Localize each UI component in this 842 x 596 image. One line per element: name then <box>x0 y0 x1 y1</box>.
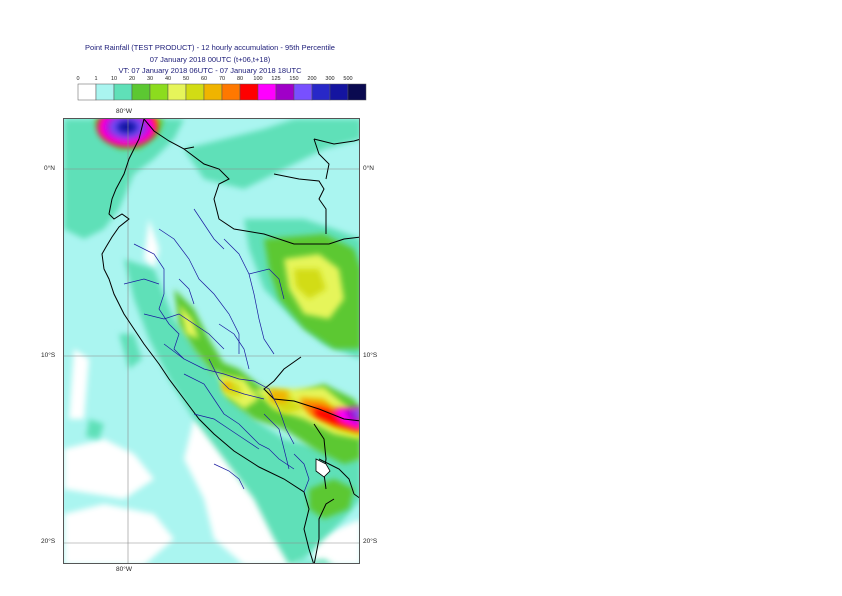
country-borders <box>101 119 359 563</box>
admin-boundaries <box>123 208 310 493</box>
legend-tick-label: 40 <box>165 76 171 82</box>
legend-tick-label: 20 <box>129 76 135 82</box>
legend-tick-label: 80 <box>237 76 243 82</box>
legend-tick-label: 10 <box>111 76 117 82</box>
chart-title: Point Rainfall (TEST PRODUCT) - 12 hourl… <box>85 43 335 52</box>
legend-color-swatch <box>293 83 313 101</box>
legend-tick-label: 100 <box>253 76 262 82</box>
base-time-label: 07 January 2018 00UTC (t+06,t+18) <box>149 55 271 64</box>
legend-tick-label: 1 <box>94 76 97 82</box>
legend-color-scale: 0 1 10 20 30 40 50 60 70 80 100 125 150 200 300 500 <box>76 76 367 101</box>
legend-tick-label: 30 <box>147 76 153 82</box>
rainfall-map <box>64 119 359 563</box>
legend-tick-label: 125 <box>271 76 280 82</box>
legend-tick-label: 300 <box>325 76 334 82</box>
legend-color-swatch <box>185 83 205 101</box>
graticule <box>64 119 359 563</box>
legend-tick-label: 200 <box>307 76 316 82</box>
legend-color-swatch <box>95 83 115 101</box>
legend-color-swatch <box>167 83 187 101</box>
latitude-label-right-20s: 20°S <box>363 538 378 545</box>
longitude-label-top: 80°W <box>116 108 132 115</box>
legend-color-swatch <box>221 83 241 101</box>
legend-tick-label: 500 <box>343 76 352 82</box>
legend-color-swatch <box>347 83 367 101</box>
legend-tick-label: 50 <box>183 76 189 82</box>
longitude-label-bottom: 80°W <box>116 566 132 573</box>
legend-color-swatch <box>77 83 97 101</box>
latitude-label-left-0: 0°N <box>44 165 55 172</box>
legend-color-swatch <box>329 83 349 101</box>
legend-tick-label: 0 <box>76 76 79 82</box>
legend-color-swatch <box>203 83 223 101</box>
legend-tick-label: 60 <box>201 76 207 82</box>
legend-tick-label: 150 <box>289 76 298 82</box>
legend-color-swatch <box>257 83 277 101</box>
map-frame <box>63 118 360 564</box>
valid-time-label: VT: 07 January 2018 06UTC - 07 January 2… <box>118 66 302 75</box>
legend-color-swatch <box>149 83 169 101</box>
legend-color-swatch <box>239 83 259 101</box>
latitude-label-left-20s: 20°S <box>41 538 56 545</box>
legend-color-swatch <box>131 83 151 101</box>
latitude-label-right-10s: 10°S <box>363 352 378 359</box>
lake-titicaca <box>315 458 331 478</box>
legend-color-swatch <box>113 83 133 101</box>
legend-color-swatch <box>311 83 331 101</box>
latitude-label-left-10s: 10°S <box>41 352 56 359</box>
rain-field-100-plus <box>314 407 359 431</box>
legend-color-swatch <box>275 83 295 101</box>
legend-tick-label: 70 <box>219 76 225 82</box>
latitude-label-right-0: 0°N <box>363 165 374 172</box>
